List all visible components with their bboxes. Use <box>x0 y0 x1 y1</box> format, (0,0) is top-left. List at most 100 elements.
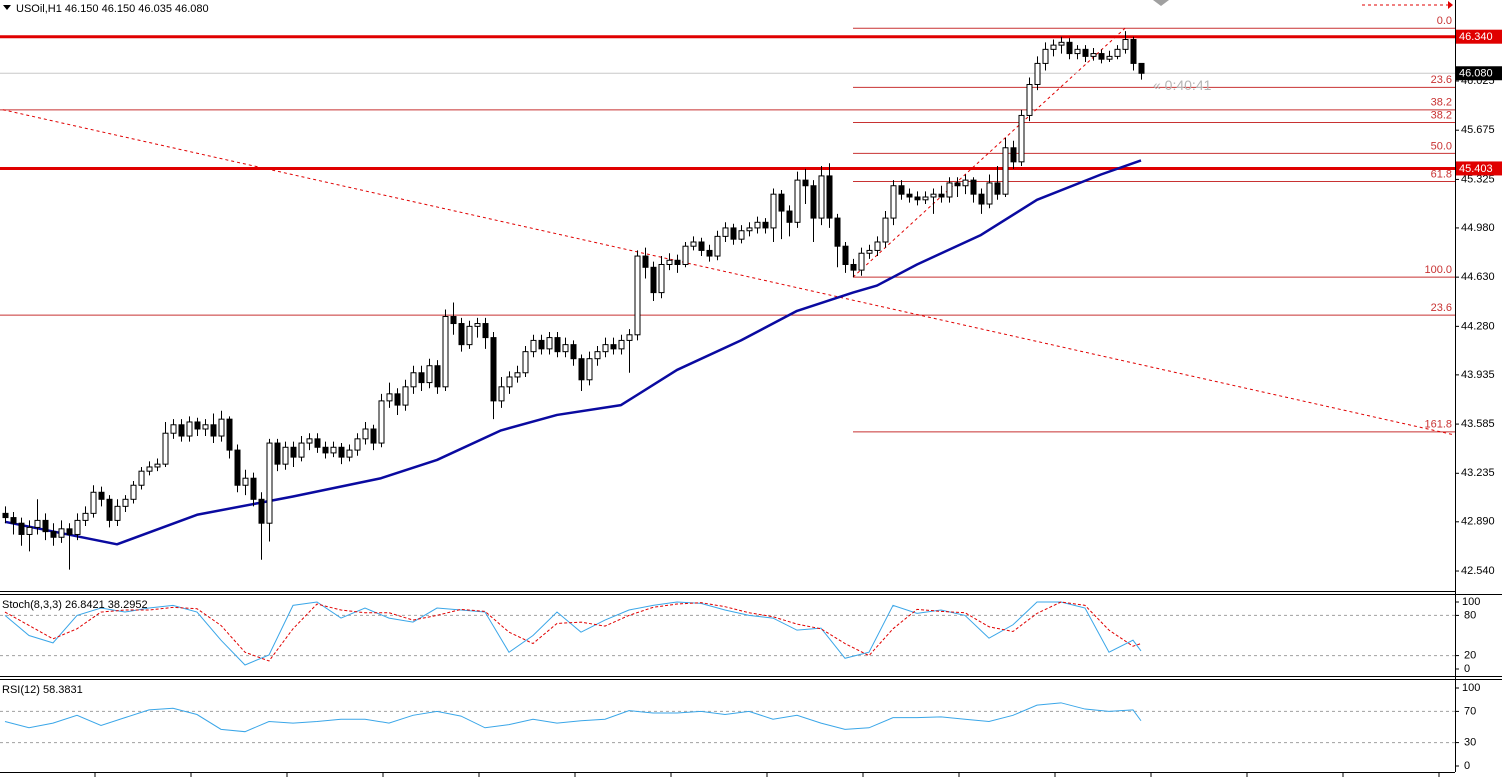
candle-body <box>1002 147 1009 195</box>
candle-body <box>530 339 537 353</box>
candle-body <box>90 491 97 514</box>
price-box <box>1456 161 1502 176</box>
candle-body <box>850 263 857 271</box>
candle-body <box>954 182 961 187</box>
candle-body <box>234 449 241 486</box>
candle-body <box>922 196 929 201</box>
y-tick-label: 45.675 <box>1461 124 1495 136</box>
candle-body <box>626 334 633 341</box>
plot-layer: 46.02545.67545.32544.98044.63044.28043.9… <box>0 3 1502 777</box>
fibo-label: 0.0 <box>1437 15 1452 27</box>
candle-body <box>442 316 449 388</box>
price-box-label: 46.340 <box>1459 31 1493 43</box>
candle-body <box>1034 62 1041 86</box>
candle-body <box>802 179 809 187</box>
fibo-label: 23.6 <box>1431 74 1452 86</box>
candle-body <box>698 241 705 251</box>
fibo-label: 100.0 <box>1424 264 1452 276</box>
candle-body <box>1026 84 1033 116</box>
candle-body <box>58 528 65 538</box>
candle-body <box>602 344 609 353</box>
candle-body <box>410 372 417 388</box>
candle-body <box>346 449 353 458</box>
candle-body <box>154 463 161 468</box>
candle-body <box>1130 39 1137 64</box>
candle-body <box>330 446 337 454</box>
candle-body <box>98 491 105 500</box>
candle-body <box>242 477 249 486</box>
y-tick-label: 44.630 <box>1461 271 1495 283</box>
candle-body <box>658 263 665 294</box>
candle-body <box>402 386 409 406</box>
y-tick-label: 30 <box>1464 737 1476 749</box>
candle-body <box>610 344 617 350</box>
y-tick-label: 100 <box>1462 596 1480 608</box>
candle-body <box>554 337 561 353</box>
candle-body <box>1114 48 1121 57</box>
candle-body <box>858 252 865 271</box>
candle-body <box>866 249 873 254</box>
y-tick-label: 80 <box>1464 609 1476 621</box>
candle-body <box>1098 53 1105 60</box>
candle-body <box>562 344 569 353</box>
candle-body <box>458 323 465 346</box>
candle-body <box>794 179 801 223</box>
candle-body <box>450 316 457 325</box>
candle-body <box>970 179 977 195</box>
candle-body <box>570 344 577 360</box>
y-tick-label: 0 <box>1464 760 1470 772</box>
y-tick-label: 43.585 <box>1461 418 1495 430</box>
candle-body <box>946 182 953 198</box>
candle-body <box>322 446 329 454</box>
candle-body <box>978 193 985 205</box>
candle-body <box>138 470 145 486</box>
price-box-label: 45.403 <box>1459 163 1493 175</box>
candle-body <box>266 442 273 524</box>
menu-arrow[interactable] <box>3 5 11 10</box>
price-box <box>1456 66 1502 81</box>
candle-body <box>546 337 553 350</box>
chart-title: USOil,H1 46.150 46.150 46.035 46.080 <box>16 3 209 15</box>
candle-body <box>1042 48 1049 64</box>
candle-body <box>426 365 433 384</box>
candle-body <box>682 245 689 265</box>
candle-body <box>938 193 945 198</box>
candle-body <box>930 193 937 198</box>
shift-marker[interactable] <box>1153 0 1169 6</box>
candle-body <box>418 372 425 384</box>
candle-body <box>34 519 41 528</box>
candle-body <box>842 245 849 265</box>
indicator-line <box>4 601 1142 662</box>
candle-body <box>874 241 881 251</box>
candle-body <box>146 466 153 472</box>
candle-body <box>298 442 305 458</box>
candle-body <box>362 428 369 440</box>
candle-body <box>194 421 201 430</box>
candle-body <box>370 428 377 444</box>
candle-body <box>394 393 401 406</box>
candle-body <box>906 193 913 198</box>
candle-body <box>1138 62 1145 74</box>
y-tick-label: 42.540 <box>1461 565 1495 577</box>
candle-body <box>834 217 841 247</box>
candle-body <box>730 227 737 240</box>
candle-body <box>202 424 209 430</box>
y-tick-label: 44.280 <box>1461 320 1495 332</box>
candle-body <box>714 235 721 257</box>
candle-body <box>826 175 833 219</box>
candle-body <box>586 358 593 381</box>
trend-line <box>0 108 1454 436</box>
candle-body <box>650 266 657 294</box>
candle-body <box>538 339 545 350</box>
fibo-label: 50.0 <box>1431 140 1452 152</box>
candle-body <box>522 351 529 374</box>
y-tick-label: 20 <box>1464 650 1476 662</box>
y-tick-label: 42.890 <box>1461 516 1495 528</box>
candle-body <box>618 339 625 350</box>
countdown-timer: « 0:40:41 <box>1153 77 1212 93</box>
candle-body <box>498 386 505 402</box>
y-tick-label: 70 <box>1464 705 1476 717</box>
candle-body <box>962 179 969 187</box>
